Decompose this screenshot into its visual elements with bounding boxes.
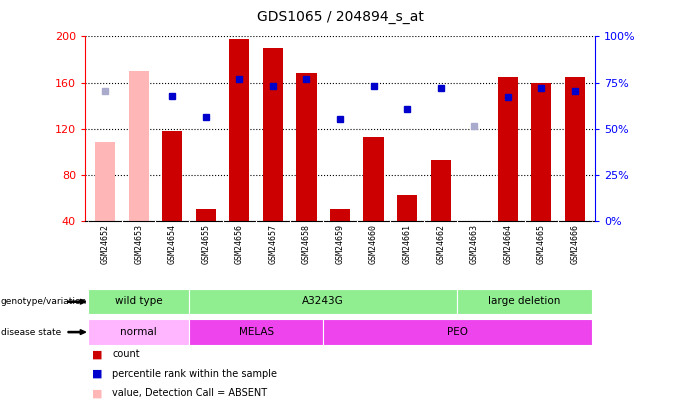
Text: ■: ■: [92, 350, 102, 359]
Bar: [458, 289, 592, 314]
Text: large deletion: large deletion: [488, 296, 561, 306]
Bar: [323, 319, 592, 345]
Text: GSM24661: GSM24661: [403, 224, 411, 264]
Text: PEO: PEO: [447, 326, 468, 337]
Bar: [162, 131, 182, 221]
Bar: [364, 136, 384, 221]
Text: ■: ■: [92, 369, 102, 379]
Text: GSM24659: GSM24659: [335, 224, 345, 264]
Text: count: count: [112, 350, 140, 359]
Bar: [263, 48, 283, 221]
Text: GSM24665: GSM24665: [537, 224, 546, 264]
Text: genotype/variation: genotype/variation: [1, 297, 87, 306]
Text: GSM24655: GSM24655: [201, 224, 210, 264]
Text: MELAS: MELAS: [239, 326, 273, 337]
Text: value, Detection Call = ABSENT: value, Detection Call = ABSENT: [112, 388, 267, 398]
Text: ■: ■: [92, 388, 102, 398]
Text: A3243G: A3243G: [303, 296, 344, 306]
Text: GSM24653: GSM24653: [134, 224, 143, 264]
Text: GSM24652: GSM24652: [101, 224, 109, 264]
Text: GSM24656: GSM24656: [235, 224, 244, 264]
Bar: [95, 143, 115, 221]
Text: GSM24660: GSM24660: [369, 224, 378, 264]
Text: wild type: wild type: [115, 296, 163, 306]
Text: normal: normal: [120, 326, 157, 337]
Text: GSM24666: GSM24666: [571, 224, 579, 264]
Text: disease state: disease state: [1, 328, 61, 337]
Bar: [330, 209, 350, 221]
Text: GSM24663: GSM24663: [470, 224, 479, 264]
Bar: [296, 73, 316, 221]
Text: GSM24664: GSM24664: [503, 224, 512, 264]
Bar: [531, 83, 551, 221]
Bar: [88, 319, 189, 345]
Bar: [189, 319, 323, 345]
Text: GDS1065 / 204894_s_at: GDS1065 / 204894_s_at: [256, 10, 424, 24]
Bar: [565, 77, 585, 221]
Bar: [88, 289, 189, 314]
Bar: [498, 77, 518, 221]
Bar: [430, 160, 451, 221]
Bar: [397, 195, 417, 221]
Text: percentile rank within the sample: percentile rank within the sample: [112, 369, 277, 379]
Bar: [189, 289, 458, 314]
Bar: [229, 39, 250, 221]
Bar: [196, 209, 216, 221]
Text: GSM24658: GSM24658: [302, 224, 311, 264]
Text: GSM24657: GSM24657: [269, 224, 277, 264]
Bar: [129, 71, 149, 221]
Text: GSM24654: GSM24654: [168, 224, 177, 264]
Text: GSM24662: GSM24662: [436, 224, 445, 264]
